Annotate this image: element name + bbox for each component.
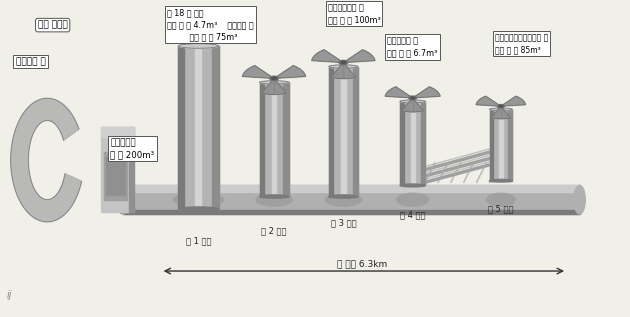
- Ellipse shape: [574, 185, 585, 214]
- Bar: [123, 210, 580, 214]
- Bar: [353, 67, 358, 197]
- Ellipse shape: [256, 193, 292, 206]
- Bar: [260, 82, 289, 197]
- Bar: [178, 46, 219, 209]
- Bar: [272, 82, 276, 197]
- Bar: [284, 82, 289, 197]
- Ellipse shape: [178, 207, 219, 211]
- Polygon shape: [491, 106, 510, 119]
- Polygon shape: [274, 66, 306, 78]
- Circle shape: [499, 105, 503, 107]
- Bar: [400, 101, 404, 185]
- Bar: [123, 208, 134, 210]
- Polygon shape: [476, 96, 501, 106]
- Bar: [329, 67, 358, 197]
- Polygon shape: [343, 50, 375, 62]
- Text: 제 1 입경: 제 1 입경: [186, 236, 211, 245]
- Circle shape: [409, 96, 416, 100]
- Ellipse shape: [400, 100, 425, 103]
- Text: 전체 구성도: 전체 구성도: [38, 21, 67, 29]
- Bar: [411, 101, 415, 185]
- Bar: [400, 101, 425, 185]
- Ellipse shape: [116, 185, 130, 214]
- Circle shape: [411, 97, 415, 99]
- Bar: [341, 67, 345, 197]
- Text: 제 18 호 수로
최대 매 초 4.7m³    나카가와 강
         최대 매 초 75m³: 제 18 호 수로 최대 매 초 4.7m³ 나카가와 강 최대 매 초 75m…: [167, 8, 253, 41]
- Ellipse shape: [486, 193, 515, 206]
- Text: 구라마쓰가와 강
최대 매 초 100m³: 구라마쓰가와 강 최대 매 초 100m³: [328, 3, 381, 24]
- Bar: [101, 127, 134, 212]
- Bar: [260, 82, 263, 197]
- Polygon shape: [243, 66, 274, 78]
- Text: 총 길이 6.3km: 총 길이 6.3km: [337, 259, 387, 268]
- Bar: [508, 109, 512, 181]
- Polygon shape: [331, 62, 356, 79]
- Bar: [421, 101, 425, 185]
- Ellipse shape: [260, 81, 289, 84]
- Bar: [499, 109, 503, 181]
- Ellipse shape: [325, 193, 362, 206]
- Text: 오오토시후루토네가와 강
최대 매 초 85m³: 오오토시후루토네가와 강 최대 매 초 85m³: [495, 33, 548, 55]
- Text: 베수펌프장
매 초 200m³: 베수펌프장 매 초 200m³: [110, 138, 154, 159]
- Circle shape: [498, 105, 504, 108]
- Polygon shape: [413, 87, 440, 98]
- Ellipse shape: [178, 44, 219, 48]
- Text: 제 3 입경: 제 3 입경: [331, 219, 356, 228]
- Text: 제 5 입경: 제 5 입경: [488, 204, 513, 213]
- Text: 고마쓰가와 강
최대 매 초 6.7m³: 고마쓰가와 강 최대 매 초 6.7m³: [387, 36, 438, 58]
- Text: 제 2 입경: 제 2 입경: [261, 227, 287, 236]
- Ellipse shape: [173, 193, 224, 206]
- Bar: [490, 109, 512, 181]
- Bar: [123, 189, 134, 210]
- Circle shape: [339, 60, 348, 65]
- Bar: [104, 152, 127, 200]
- Bar: [101, 127, 129, 212]
- Ellipse shape: [490, 108, 512, 111]
- Text: 제 4 입경: 제 4 입경: [400, 211, 425, 220]
- Polygon shape: [312, 50, 343, 62]
- Circle shape: [341, 61, 345, 64]
- Bar: [101, 127, 134, 137]
- Ellipse shape: [260, 195, 289, 198]
- Bar: [106, 157, 125, 195]
- Circle shape: [272, 77, 276, 80]
- Ellipse shape: [329, 195, 358, 198]
- Ellipse shape: [397, 193, 428, 206]
- Bar: [212, 46, 219, 209]
- Polygon shape: [261, 78, 287, 94]
- Ellipse shape: [329, 65, 358, 68]
- Bar: [329, 67, 333, 197]
- Bar: [195, 46, 202, 209]
- Bar: [123, 189, 134, 193]
- Bar: [490, 109, 493, 181]
- Polygon shape: [501, 96, 525, 106]
- Polygon shape: [11, 98, 82, 222]
- Bar: [129, 127, 134, 212]
- Bar: [178, 46, 184, 209]
- Polygon shape: [385, 87, 413, 98]
- Bar: [123, 185, 580, 214]
- Ellipse shape: [490, 179, 512, 182]
- Polygon shape: [402, 98, 423, 112]
- Bar: [123, 185, 580, 192]
- Text: ij: ij: [6, 289, 12, 300]
- Text: 에도가와 강: 에도가와 강: [16, 57, 45, 66]
- Circle shape: [270, 76, 278, 81]
- Ellipse shape: [400, 184, 425, 187]
